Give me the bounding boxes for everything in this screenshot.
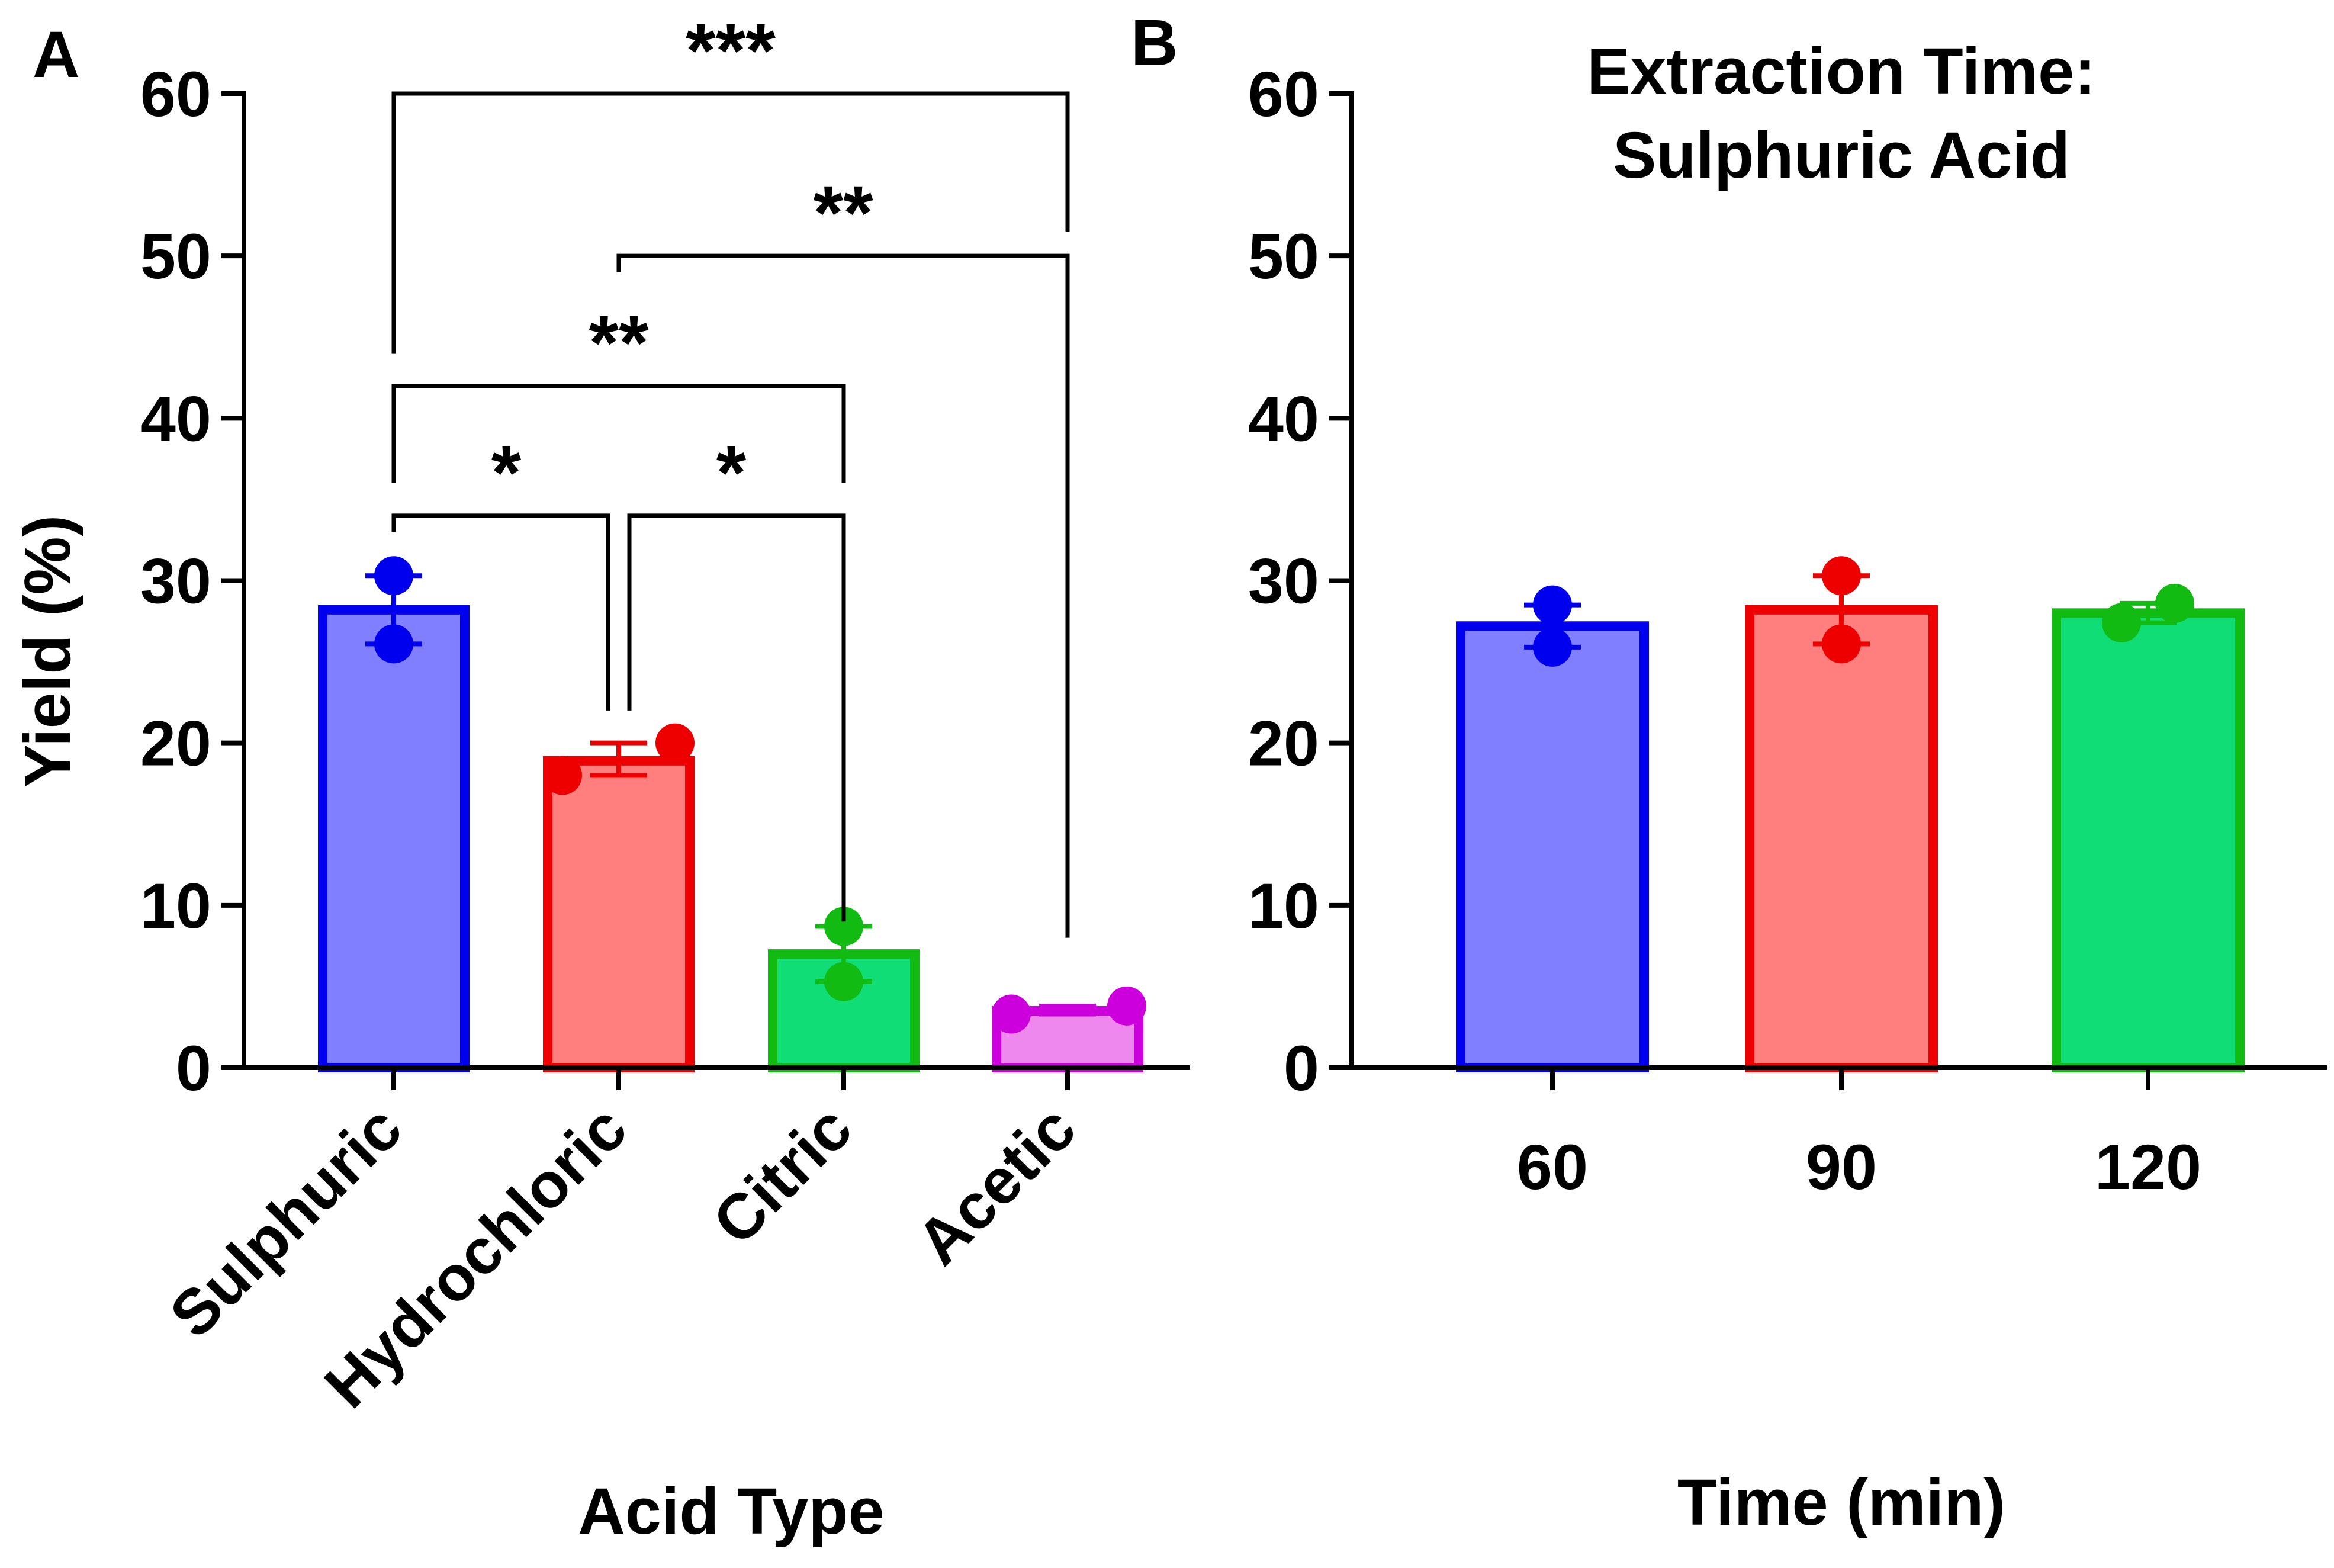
panel-a-y-axis-label: Yield (%) [11, 515, 84, 788]
panel-a-y-tick-label-0: 0 [176, 1032, 211, 1104]
panel-b-bars [1456, 556, 2245, 1073]
panel-b-y-tick-label-30: 30 [1248, 545, 1319, 617]
panel-b-data-point-1-2 [1533, 627, 1572, 667]
panel-b-data-point-2-2 [1822, 624, 1861, 664]
panel-b-label: B [1131, 7, 1178, 79]
panel-a-y-tick-label-10: 10 [140, 870, 211, 942]
panel-b-category-label-1: 60 [1517, 1131, 1588, 1203]
panel-b-y-tick-label-50: 50 [1248, 220, 1319, 292]
panel-a-significance-bracket-2 [616, 253, 1070, 938]
panel-b-y-tick-label-0: 0 [1284, 1032, 1319, 1104]
panel-b-y-tick-label-10: 10 [1248, 870, 1319, 942]
panel-a-significance-label-4: * [491, 429, 522, 516]
panel-a-significance-bracket-5 [627, 513, 846, 922]
panel-a-bar-1 [318, 605, 470, 1072]
panel-b-category-label-2: 90 [1806, 1131, 1877, 1203]
panel-a-significance-label-1: *** [686, 7, 776, 94]
panel-a-y-tick-label-30: 30 [140, 545, 211, 617]
panel-b: B Extraction Time: Sulphuric Acid 0 10 20 3… [1131, 7, 2327, 1539]
panel-b-category-label-3: 120 [2095, 1131, 2201, 1203]
panel-b-data-point-3-1 [2155, 583, 2194, 623]
panel-a-data-point-2-1 [655, 723, 695, 763]
panel-a-y-tick-label-60: 60 [140, 58, 211, 130]
panel-a-significance-bracket-3 [391, 384, 846, 483]
panel-a-significance-bracket-4 [391, 513, 610, 711]
panel-a-y-tick-label-50: 50 [140, 220, 211, 292]
panel-a-x-axis-label: Acid Type [578, 1475, 885, 1548]
panel-a-significance-label-3: ** [589, 300, 649, 386]
panel-a-data-point-4-2 [992, 994, 1031, 1034]
panel-b-bar-3 [2052, 608, 2245, 1073]
panel-a-data-point-3-2 [824, 962, 863, 1001]
panel-a-label: A [33, 18, 79, 91]
panel-a-y-tick-label-20: 20 [140, 708, 211, 779]
panel-a-significance: ******** * [391, 7, 1070, 938]
panel-a-data-point-2-2 [543, 756, 582, 795]
panel-a-data-point-3-1 [824, 907, 863, 946]
panel-a-bar-2 [543, 756, 695, 1072]
panel-b-y-tick-label-40: 40 [1248, 383, 1319, 454]
panel-b-bar-1 [1456, 621, 1649, 1073]
panel-b-x-axis-label: Time (min) [1677, 1466, 2005, 1539]
panel-b-bar-2 [1745, 605, 1938, 1072]
panel-b-data-point-1-1 [1533, 585, 1572, 625]
panel-b-y-tick-label-20: 20 [1248, 708, 1319, 779]
panel-b-data-point-3-2 [2102, 603, 2141, 642]
panel-b-title-line-2: Sulphuric Acid [1613, 119, 2070, 192]
panel-a-significance-label-2: ** [813, 169, 873, 256]
panel-b-axes: 0 10 20 30 40 50 60 60 90 120 [1248, 58, 2327, 1203]
panel-a-data-point-1-1 [374, 556, 413, 596]
panel-a-data-point-1-2 [374, 624, 413, 664]
panel-a-y-tick-label-40: 40 [140, 383, 211, 454]
panel-b-data-point-2-1 [1822, 556, 1861, 596]
panel-a-significance-bracket-1 [391, 91, 1070, 354]
panel-a-data-point-4-1 [1107, 986, 1146, 1026]
panel-a-significance-label-5: * [716, 429, 747, 516]
panel-b-title-line-1: Extraction Time: [1587, 35, 2096, 108]
panel-b-y-tick-label-60: 60 [1248, 58, 1319, 130]
